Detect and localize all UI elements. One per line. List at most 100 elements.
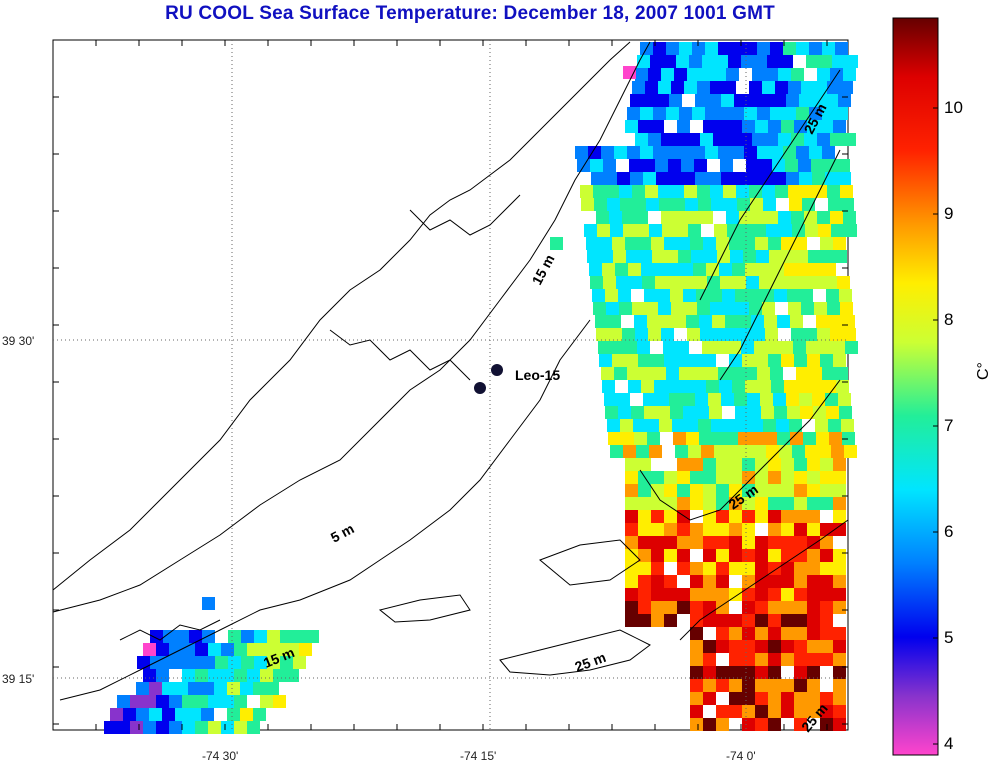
sst-pixel [735,289,748,302]
sst-pixel [593,302,606,315]
sst-pixel [737,419,750,432]
sst-pixel [280,656,293,669]
sst-pixel [768,523,781,536]
sst-pixel [700,68,713,81]
sst-pixel [686,315,699,328]
lon-label: -74 15' [460,749,496,763]
sst-pixel [807,471,820,484]
sst-pixel [800,289,813,302]
sst-pixel [843,68,856,81]
sst-pixel [748,406,761,419]
sst-pixel [721,393,734,406]
sst-pixel [791,133,804,146]
sst-pixel [768,471,781,484]
sst-pixel [711,198,724,211]
sst-pixel [709,289,722,302]
sst-pixel [833,549,846,562]
sst-pixel [638,120,651,133]
sst-pixel [642,276,655,289]
sst-pixel [638,354,651,367]
sst-pixel [768,536,781,549]
sst-pixel [811,276,824,289]
sst-pixel [804,328,817,341]
sst-pixel [825,393,838,406]
sst-pixel [273,695,286,708]
sst-pixel [713,328,726,341]
sst-pixel [724,419,737,432]
sst-pixel [806,341,819,354]
sst-pixel [690,497,703,510]
sst-pixel [755,497,768,510]
sst-pixel [690,718,703,731]
sst-pixel [247,721,260,734]
colorbar [892,17,939,756]
sst-pixel [729,471,742,484]
sst-pixel [689,55,702,68]
sst-pixel [828,419,841,432]
sst-pixel [768,692,781,705]
sst-pixel [742,354,755,367]
sst-pixel [712,315,725,328]
sst-pixel [794,458,807,471]
sst-pixel [742,237,755,250]
sst-pixel [781,497,794,510]
sst-pixel [621,432,634,445]
station-marker [474,382,486,394]
sst-pixel [626,250,639,263]
sst-pixel [844,224,857,237]
sst-pixel [807,666,820,679]
sst-pixel [755,627,768,640]
sst-pixel [747,172,760,185]
sst-pixel [136,682,149,695]
colorbar-unit: C° [975,362,992,380]
sst-pixel [660,315,673,328]
sst-pixel [765,68,778,81]
sst-pixel [716,536,729,549]
sst-pixel [234,695,247,708]
sst-pixel [783,42,796,55]
sst-pixel [625,458,638,471]
sst-pixel [649,445,662,458]
sst-pixel [703,354,716,367]
sst-pixel [692,42,705,55]
sst-pixel [658,302,671,315]
sst-pixel [822,107,835,120]
sst-pixel [619,185,632,198]
sst-pixel [162,682,175,695]
sst-pixel [741,341,754,354]
lon-label: -74 30' [202,749,238,763]
sst-pixel [739,328,752,341]
sst-pixel [215,656,228,669]
sst-pixel [794,679,807,692]
sst-pixel [741,55,754,68]
sst-pixel [601,146,614,159]
sst-pixel [820,549,833,562]
sst-pixel [611,341,624,354]
sst-pixel [816,432,829,445]
sst-pixel [716,601,729,614]
sst-pixel [716,588,729,601]
sst-pixel [742,575,755,588]
sst-pixel [733,276,746,289]
sst-pixel [726,211,739,224]
sst-pixel [690,692,703,705]
sst-pixel [768,354,781,367]
sst-pixel [773,94,786,107]
sst-pixel [798,276,811,289]
map-title: RU COOL Sea Surface Temperature: Decembe… [165,3,775,24]
sst-pixel [781,575,794,588]
sst-pixel [726,328,739,341]
sst-pixel [804,211,817,224]
sst-pixel [677,562,690,575]
sst-pixel [805,445,818,458]
sst-pixel [690,484,703,497]
sst-pixel [807,549,820,562]
sst-pixel [638,562,651,575]
sst-pixel [575,146,588,159]
sst-pixel [742,510,755,523]
sst-pixel [651,588,664,601]
sst-pixel [809,146,822,159]
sst-pixel [253,708,266,721]
sst-pixel [690,354,703,367]
sst-pixel [755,640,768,653]
